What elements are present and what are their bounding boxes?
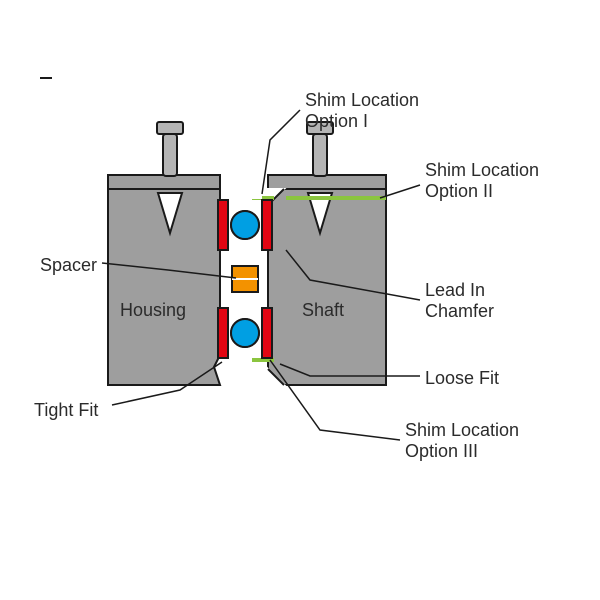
label-spacer: Spacer: [40, 255, 97, 276]
label-shim-opt2: Shim LocationOption II: [425, 160, 539, 201]
label-tight-fit: Tight Fit: [34, 400, 98, 421]
diagram-stage: Shim LocationOption I Shim LocationOptio…: [0, 0, 600, 600]
region-label-housing: Housing: [120, 300, 186, 321]
label-shim-opt3: Shim LocationOption III: [405, 420, 519, 461]
label-lead-in-chamfer: Lead InChamfer: [425, 280, 494, 321]
label-shim-opt1: Shim LocationOption I: [305, 90, 419, 131]
label-loose-fit: Loose Fit: [425, 368, 499, 389]
region-label-shaft: Shaft: [302, 300, 344, 321]
diagram-svg: [0, 0, 600, 600]
